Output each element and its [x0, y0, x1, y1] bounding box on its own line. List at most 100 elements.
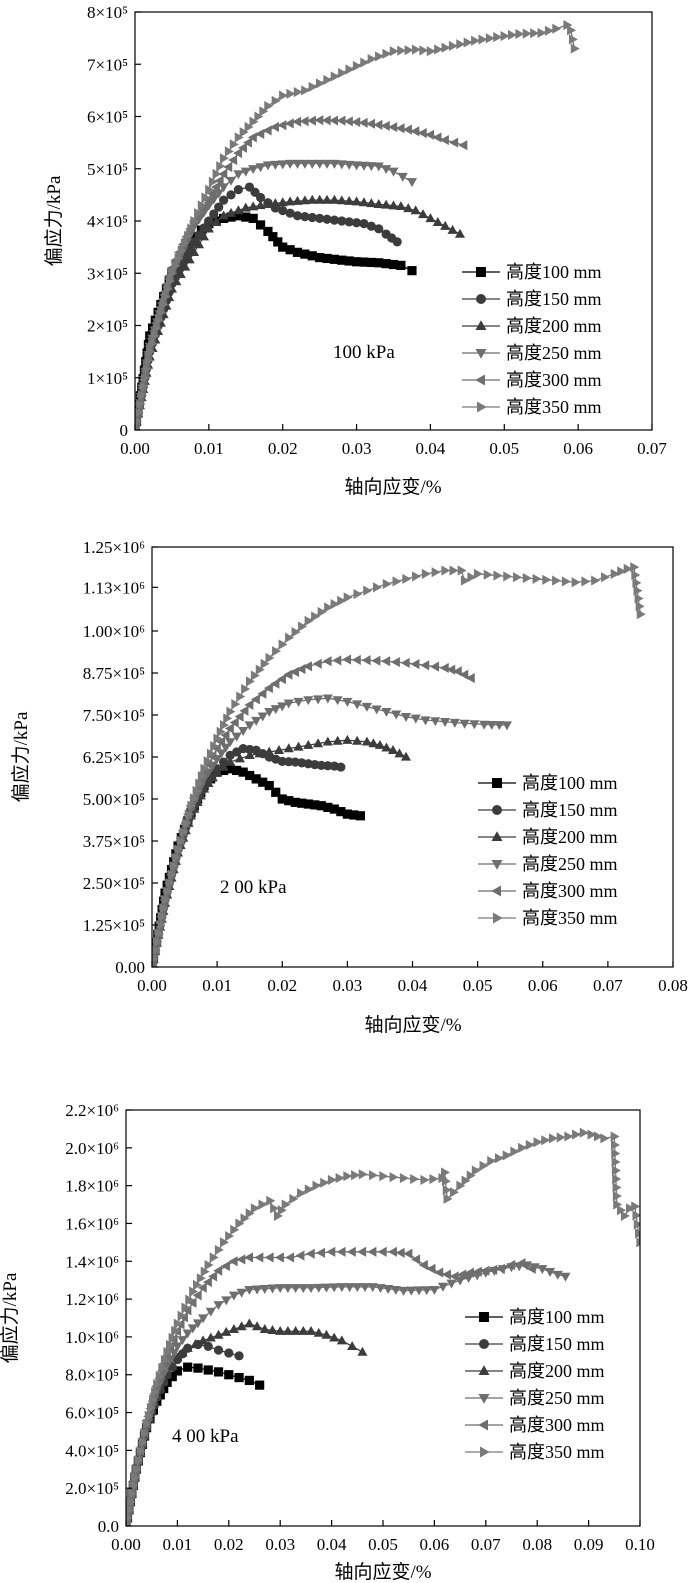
data-point — [298, 1325, 309, 1335]
data-point — [151, 1387, 161, 1398]
data-point — [240, 167, 251, 177]
data-point — [410, 126, 420, 137]
data-point — [396, 260, 406, 271]
data-point — [305, 1284, 317, 1294]
data-point — [126, 1505, 135, 1515]
data-point — [382, 48, 392, 59]
data-point — [441, 565, 451, 576]
data-point — [389, 46, 399, 57]
data-point — [257, 688, 267, 699]
data-point — [552, 575, 562, 586]
y-tick-label: 2.2×10⁶ — [65, 1101, 119, 1120]
x-tick-label: 0.02 — [214, 1535, 244, 1554]
data-point — [352, 1283, 363, 1293]
data-point — [544, 1267, 556, 1277]
data-point — [183, 1362, 193, 1372]
data-point — [612, 1190, 622, 1202]
data-point — [313, 1327, 324, 1337]
data-point — [375, 51, 385, 62]
data-point — [371, 655, 381, 666]
legend-marker — [478, 1365, 490, 1375]
x-tick-label: 0.06 — [563, 439, 593, 458]
data-point — [275, 1284, 286, 1294]
y-tick-label: 1.25×10⁶ — [83, 538, 145, 557]
series-1 — [152, 764, 365, 967]
data-point — [213, 1345, 224, 1355]
data-point — [158, 1363, 168, 1374]
data-point — [306, 115, 316, 126]
legend-label: 高度350 mm — [506, 397, 602, 417]
x-tick-label: 0.09 — [574, 1535, 604, 1554]
data-point — [420, 716, 431, 726]
data-point — [359, 219, 369, 229]
data-point — [388, 259, 399, 270]
legend-item: 高度200 mm — [462, 316, 602, 336]
data-point — [336, 195, 347, 205]
data-point — [225, 176, 237, 186]
data-point — [235, 1218, 245, 1229]
series-layer — [152, 562, 646, 967]
legend: 高度100 mm 高度150 mm 高度200 mm 高度250 mm 高度300 mm… — [465, 1307, 605, 1462]
data-point — [192, 1319, 204, 1329]
data-point — [630, 562, 640, 573]
data-point — [587, 1129, 597, 1140]
data-point — [358, 197, 370, 207]
data-point — [552, 1270, 563, 1280]
data-point — [307, 194, 318, 204]
data-point — [459, 669, 469, 680]
data-point — [388, 122, 398, 133]
data-point — [255, 163, 266, 173]
legend-label: 高度150 mm — [522, 800, 618, 820]
data-point — [213, 1301, 224, 1311]
x-axis-title: 轴向应变/% — [364, 1014, 461, 1036]
data-point — [564, 1131, 574, 1142]
data-point — [140, 1427, 150, 1439]
data-point — [182, 818, 192, 829]
data-point — [168, 1332, 178, 1343]
data-point — [418, 1259, 428, 1271]
x-tick-label: 0.05 — [368, 1535, 398, 1554]
data-point — [251, 716, 262, 726]
legend-item: 高度150 mm — [478, 800, 618, 820]
data-point — [448, 40, 458, 52]
data-point — [228, 1291, 239, 1301]
data-point — [252, 1321, 263, 1331]
data-point — [343, 1171, 353, 1182]
data-point — [278, 205, 288, 216]
x-tick-label: 0.04 — [398, 976, 428, 995]
legend-item: 高度250 mm — [462, 343, 602, 363]
data-point — [347, 1341, 358, 1351]
data-point — [307, 212, 317, 223]
data-point — [303, 696, 314, 706]
data-point — [301, 85, 311, 96]
data-point — [321, 115, 331, 126]
data-point — [332, 655, 342, 666]
series-6 — [135, 20, 580, 430]
data-point — [138, 1436, 148, 1448]
data-point — [166, 1339, 175, 1351]
data-point — [442, 1184, 452, 1196]
data-point — [357, 1246, 367, 1257]
data-point — [213, 1329, 224, 1339]
data-point — [329, 194, 340, 204]
data-point — [526, 1263, 536, 1274]
data-point — [234, 132, 244, 143]
data-point — [180, 238, 190, 249]
data-point — [611, 1148, 621, 1159]
data-point — [250, 1203, 260, 1214]
data-point — [579, 1127, 589, 1138]
y-tick-label: 1.0×10⁶ — [65, 1328, 119, 1347]
data-point — [233, 170, 244, 180]
data-point — [441, 42, 451, 53]
data-point — [298, 1284, 309, 1294]
data-point — [322, 656, 332, 667]
data-point — [465, 1267, 475, 1278]
data-point — [244, 1375, 254, 1385]
data-point — [190, 793, 199, 804]
data-point — [161, 291, 171, 302]
data-point — [270, 160, 281, 170]
series-layer — [126, 1127, 640, 1526]
data-point — [322, 214, 332, 224]
data-point — [241, 212, 251, 222]
series-5 — [152, 654, 475, 967]
